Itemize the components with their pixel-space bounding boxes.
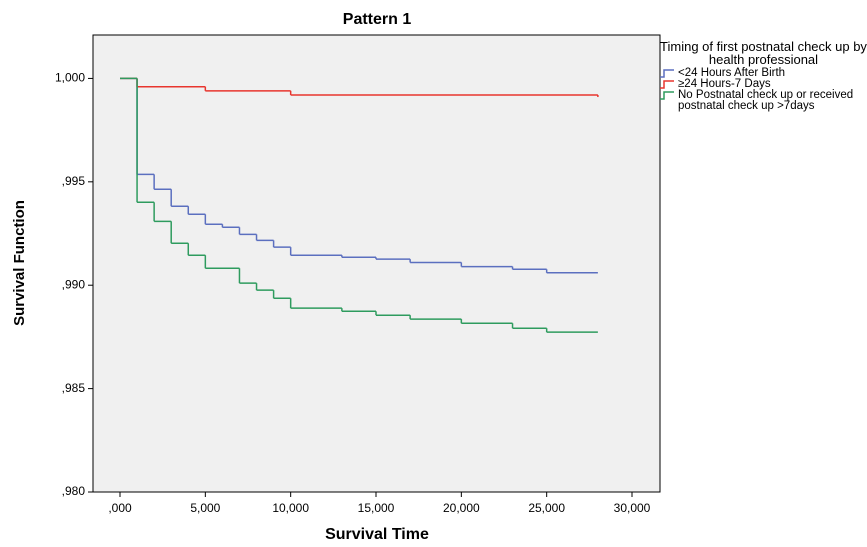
x-tick-label: 30,000 — [614, 501, 651, 515]
x-tick-label: ,000 — [108, 501, 132, 515]
x-tick-label: 5,000 — [190, 501, 220, 515]
legend-label: No Postnatal check up or received postna… — [678, 89, 854, 112]
legend-entry: No Postnatal check up or received postna… — [660, 89, 867, 112]
legend-label: ≥24 Hours-7 Days — [678, 78, 771, 90]
x-tick-label: 15,000 — [358, 501, 395, 515]
y-tick-label: ,985 — [62, 381, 86, 395]
legend-swatch — [660, 80, 674, 89]
legend-icon — [660, 69, 674, 78]
plot-area — [92, 34, 661, 493]
legend-entry: ≥24 Hours-7 Days — [660, 78, 867, 90]
legend-icon — [660, 91, 674, 100]
x-tick-label: 10,000 — [272, 501, 309, 515]
chart-title: Pattern 1 — [343, 11, 412, 28]
y-tick-label: ,990 — [62, 277, 86, 291]
y-tick-label: 1,000 — [55, 71, 85, 85]
legend: Timing of first postnatal check up by he… — [660, 40, 867, 112]
x-tick-label: 20,000 — [443, 501, 480, 515]
y-tick-label: ,980 — [62, 484, 86, 498]
y-axis-label: Survival Function — [11, 200, 28, 326]
legend-entry: <24 Hours After Birth — [660, 67, 867, 79]
legend-label: <24 Hours After Birth — [678, 67, 786, 79]
y-tick-label: ,995 — [62, 174, 86, 188]
series-line — [120, 77, 598, 333]
legend-swatch — [660, 69, 674, 78]
x-axis-label: Survival Time — [325, 526, 429, 543]
legend-title: Timing of first postnatal check up by he… — [660, 39, 867, 67]
legend-icon — [660, 80, 674, 89]
legend-swatch — [660, 91, 674, 100]
x-tick-label: 25,000 — [528, 501, 565, 515]
